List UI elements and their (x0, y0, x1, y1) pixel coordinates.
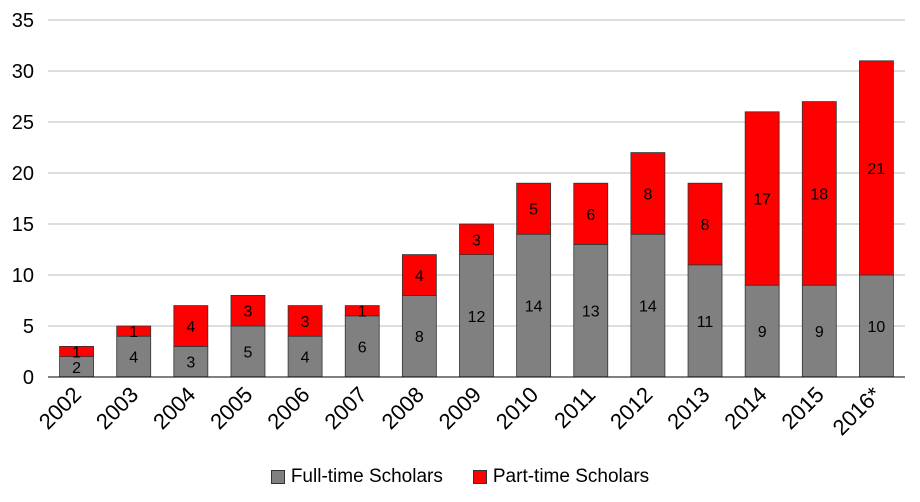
y-tick-label: 30 (12, 61, 34, 83)
data-label-full-time: 4 (129, 350, 138, 367)
x-tick-label: 2010 (491, 382, 543, 434)
legend: Full-time Scholars Part-time Scholars (0, 466, 920, 488)
bar-part-time (287, 305, 323, 337)
bar-part-time (859, 60, 894, 276)
bar-full-time (344, 315, 380, 378)
bar-part-time (573, 182, 609, 245)
bar-part-time (459, 223, 494, 256)
x-tick-label: 2009 (434, 382, 486, 434)
x-tick-label: 2013 (662, 382, 714, 434)
x-tick-label: 2005 (205, 382, 257, 434)
legend-item-full-time: Full-time Scholars (270, 466, 443, 488)
data-label-full-time: 14 (525, 299, 543, 316)
y-axis-ticks: 0 5 10 15 20 25 30 35 (12, 10, 34, 389)
bar-full-time (116, 335, 152, 378)
y-tick-label: 35 (12, 10, 34, 32)
x-tick-label: 2004 (148, 382, 200, 434)
data-label-full-time: 9 (758, 324, 767, 341)
data-label-full-time: 4 (301, 350, 310, 367)
data-label-part-time: 1 (129, 324, 138, 341)
x-tick-label: 2014 (719, 382, 771, 434)
bar-part-time (744, 111, 780, 286)
data-label-part-time: 4 (186, 319, 195, 336)
data-label-full-time: 10 (868, 319, 886, 336)
y-tick-label: 0 (23, 367, 34, 389)
data-label-part-time: 3 (472, 232, 481, 249)
y-tick-label: 10 (12, 265, 34, 287)
data-label-part-time: 4 (415, 268, 424, 285)
data-label-part-time: 1 (358, 304, 367, 321)
data-label-full-time: 12 (468, 309, 486, 326)
legend-label-full-time: Full-time Scholars (290, 466, 443, 487)
x-tick-label: 2012 (605, 382, 657, 434)
bar-full-time (744, 284, 780, 378)
legend-item-part-time: Part-time Scholars (472, 466, 650, 488)
bar-part-time (116, 325, 152, 337)
x-tick-label: 2007 (319, 382, 371, 434)
data-label-part-time: 3 (244, 304, 253, 321)
data-label-part-time: 6 (586, 207, 595, 224)
data-label-part-time: 8 (643, 186, 652, 203)
bar-part-time (516, 182, 552, 235)
data-label-full-time: 11 (697, 314, 714, 331)
y-tick-label: 25 (12, 112, 34, 134)
data-label-full-time: 2 (72, 360, 81, 377)
bar-part-time (173, 305, 209, 347)
bar-full-time (516, 233, 552, 378)
data-label-full-time: 8 (415, 329, 424, 346)
bar-part-time (687, 182, 723, 266)
bar-part-time (401, 254, 437, 296)
data-label-part-time: 8 (701, 217, 710, 234)
data-label-full-time: 3 (186, 355, 195, 372)
bar-part-time (230, 294, 266, 327)
data-label-part-time: 5 (529, 202, 538, 219)
x-tick-label: 2015 (777, 382, 829, 434)
legend-swatch-full-time (270, 470, 285, 484)
bar-full-time (630, 233, 666, 378)
bar-part-time (630, 152, 666, 235)
bar-part-time (344, 305, 380, 317)
x-tick-label: 2006 (262, 382, 314, 434)
data-label-part-time: 3 (301, 314, 310, 331)
data-label-full-time: 9 (815, 324, 824, 341)
data-label-full-time: 6 (358, 339, 367, 356)
data-label-part-time: 17 (753, 192, 771, 209)
data-label-part-time: 18 (810, 186, 828, 203)
bar-full-time (573, 243, 609, 378)
legend-label-part-time: Part-time Scholars (492, 466, 650, 487)
bar-full-time (459, 254, 494, 378)
bar-full-time (687, 264, 723, 378)
y-tick-label: 20 (12, 163, 34, 185)
x-tick-label: 2016* (828, 382, 887, 441)
data-label-full-time: 14 (639, 299, 657, 316)
x-axis-ticks: 2002 2003 2004 2005 2006 2007 2008 2009 2010 2011… (34, 382, 886, 441)
bar-full-time (801, 284, 837, 378)
data-label-part-time: 1 (72, 345, 81, 362)
x-tick-label: 2008 (377, 382, 429, 434)
legend-swatch-part-time (472, 470, 487, 484)
bar-part-time (59, 345, 94, 357)
data-label-part-time: 21 (868, 161, 886, 178)
bar-part-time (801, 101, 837, 286)
x-tick-label: 2002 (34, 382, 86, 434)
data-label-full-time: 13 (582, 304, 600, 321)
bar-full-time (401, 294, 437, 378)
x-tick-label: 2011 (549, 382, 600, 433)
x-tick-label: 2003 (91, 382, 143, 434)
data-label-full-time: 5 (244, 345, 253, 362)
y-tick-label: 15 (12, 214, 34, 236)
y-tick-label: 5 (23, 316, 34, 338)
